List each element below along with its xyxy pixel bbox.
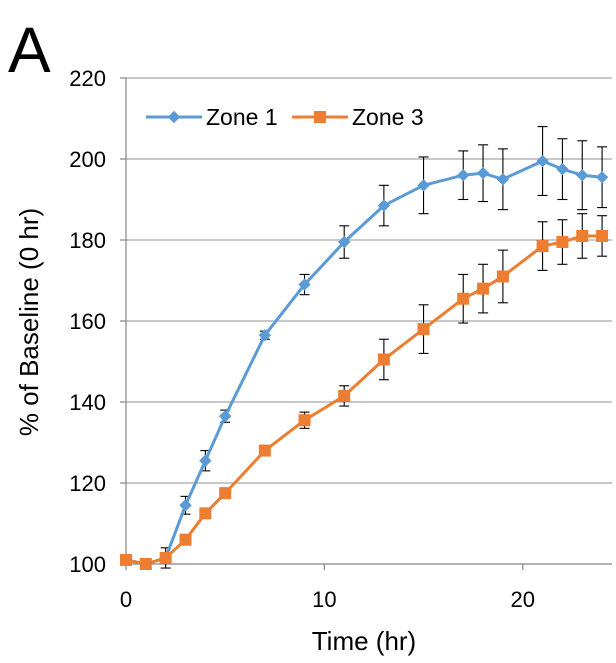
series-1 [119,126,609,571]
y-tick-label: 220 [69,66,106,91]
data-point [218,409,232,423]
x-axis-title: Time (hr) [312,626,416,656]
data-point [477,282,490,295]
x-tick-label: 20 [510,587,534,612]
data-point [457,292,470,305]
legend-label: Zone 1 [206,104,278,130]
data-point [595,171,609,184]
series-line [125,234,603,566]
data-point [199,507,212,520]
data-point [536,154,549,168]
data-point [556,236,569,249]
data-point [338,389,351,402]
data-point [199,454,212,467]
series-line [125,159,603,566]
data-point [298,278,311,291]
data-point [576,169,589,182]
data-point [120,553,132,566]
data-point [536,240,549,253]
data-series [119,126,609,571]
x-tick-label: 0 [120,587,132,612]
data-point [496,270,509,283]
legend-label: Zone 3 [352,104,424,130]
data-point [417,179,430,192]
data-point [556,162,569,176]
data-point [139,558,152,570]
data-point [258,444,271,457]
y-tick-label: 180 [69,228,106,253]
panel-label: A [8,14,51,86]
y-tick-label: 120 [69,471,106,496]
data-point [377,199,391,212]
data-point [338,235,351,249]
axes [120,77,612,570]
y-tick-label: 100 [69,552,106,577]
tick-labels: 100 120 140 160 180 200 220 0 10 20 [69,66,535,612]
data-point [496,173,510,186]
y-axis-title: % of Baseline (0 hr) [14,208,44,436]
data-point [219,487,232,500]
data-point [298,414,311,427]
data-point [576,229,589,242]
gridlines [126,77,612,484]
data-point [179,499,192,512]
data-point [179,533,192,546]
data-point [596,229,609,242]
legend: Zone 1 Zone 3 [146,104,424,130]
data-point [377,353,390,366]
x-tick-label: 10 [312,587,336,612]
legend-marker [167,110,181,124]
legend-marker [314,111,326,123]
data-point [476,166,490,180]
series-2 [120,213,609,570]
y-tick-label: 140 [69,390,106,415]
legend-entry-1: Zone 1 [146,104,278,130]
data-point [258,328,272,342]
data-point [457,169,470,182]
data-point [159,551,172,564]
y-tick-label: 200 [69,147,106,172]
data-point [417,323,430,336]
legend-entry-2: Zone 3 [292,104,424,130]
y-tick-label: 160 [69,309,106,334]
